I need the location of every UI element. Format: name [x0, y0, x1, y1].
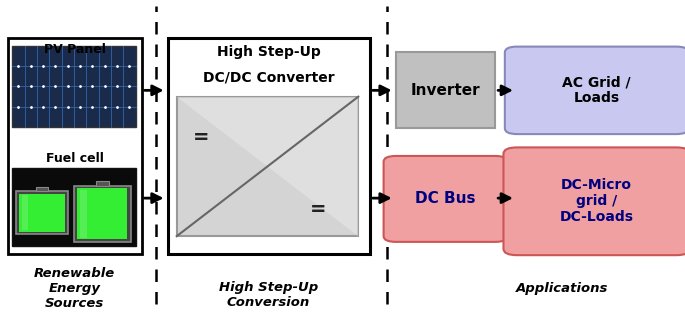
Point — [354, 95, 362, 99]
Point — [82, 44, 90, 48]
Point — [70, 44, 78, 48]
Point — [82, 125, 90, 129]
Point — [8, 105, 16, 108]
Bar — [22, 195, 28, 230]
Point — [173, 234, 181, 238]
Text: Renewable
Energy
Sources: Renewable Energy Sources — [34, 267, 115, 310]
Point — [45, 125, 53, 129]
Bar — [74, 186, 131, 242]
Polygon shape — [177, 97, 358, 236]
Text: =: = — [192, 128, 209, 147]
Text: High Step-Up
Conversion: High Step-Up Conversion — [219, 281, 318, 309]
Point — [107, 44, 115, 48]
Point — [45, 44, 53, 48]
Bar — [80, 190, 87, 238]
Bar — [77, 188, 127, 239]
FancyBboxPatch shape — [503, 147, 685, 255]
Text: DC-Micro
grid /
DC-Loads: DC-Micro grid / DC-Loads — [560, 178, 634, 224]
Point — [95, 125, 103, 129]
Point — [21, 44, 29, 48]
Point — [132, 84, 140, 88]
Bar — [12, 168, 136, 246]
Bar — [396, 52, 495, 128]
Text: =: = — [310, 200, 327, 219]
Bar — [8, 38, 142, 254]
Point — [132, 105, 140, 108]
Bar — [168, 38, 370, 254]
Bar — [96, 181, 109, 186]
Point — [107, 125, 115, 129]
Text: DC/DC Converter: DC/DC Converter — [203, 71, 334, 85]
Point — [58, 44, 66, 48]
Point — [33, 125, 41, 129]
Point — [33, 44, 41, 48]
Text: DC Bus: DC Bus — [415, 191, 476, 206]
Point — [119, 125, 127, 129]
Text: PV Panel: PV Panel — [44, 42, 105, 56]
Point — [132, 64, 140, 68]
Point — [70, 125, 78, 129]
Bar — [16, 191, 68, 234]
Point — [8, 84, 16, 88]
Point — [58, 125, 66, 129]
Text: High Step-Up: High Step-Up — [216, 45, 321, 59]
Line: 2 pts: 2 pts — [177, 97, 358, 236]
Text: Inverter: Inverter — [411, 83, 480, 98]
Point — [21, 125, 29, 129]
FancyBboxPatch shape — [505, 47, 685, 134]
Text: AC Grid /
Loads: AC Grid / Loads — [562, 75, 631, 106]
Bar — [19, 194, 64, 232]
Bar — [12, 46, 136, 127]
Text: Applications: Applications — [516, 282, 608, 295]
Point — [119, 44, 127, 48]
Text: Fuel cell: Fuel cell — [46, 152, 103, 165]
Point — [95, 44, 103, 48]
Point — [8, 64, 16, 68]
Bar — [36, 187, 48, 191]
FancyBboxPatch shape — [384, 156, 508, 242]
Bar — [177, 97, 358, 236]
